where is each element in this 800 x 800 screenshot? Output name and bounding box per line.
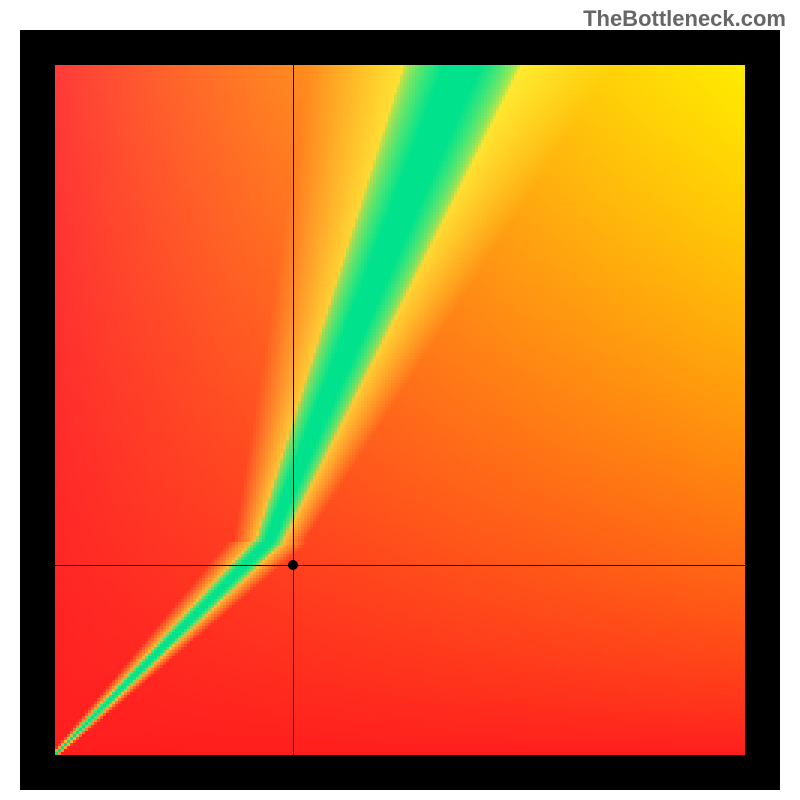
watermark-text: TheBottleneck.com	[583, 6, 786, 32]
crosshair-vertical	[293, 65, 294, 755]
marker-dot	[288, 560, 298, 570]
chart-frame	[20, 30, 780, 790]
crosshair-horizontal	[55, 565, 745, 566]
heatmap-canvas	[55, 65, 745, 755]
root: TheBottleneck.com	[0, 0, 800, 800]
